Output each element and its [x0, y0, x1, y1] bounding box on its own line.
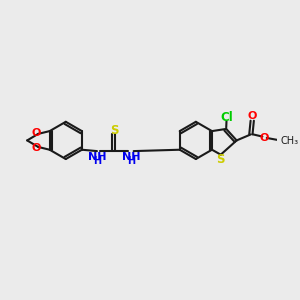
Text: H: H [93, 156, 101, 166]
Text: S: S [110, 124, 118, 136]
Text: S: S [217, 153, 225, 166]
Text: O: O [31, 143, 40, 153]
Text: CH₃: CH₃ [280, 136, 298, 146]
Text: O: O [260, 133, 269, 143]
Text: O: O [31, 128, 40, 137]
Text: O: O [248, 111, 257, 121]
Text: H: H [127, 156, 135, 166]
Text: Cl: Cl [220, 111, 233, 124]
Text: NH: NH [88, 152, 106, 162]
Text: NH: NH [122, 152, 140, 162]
